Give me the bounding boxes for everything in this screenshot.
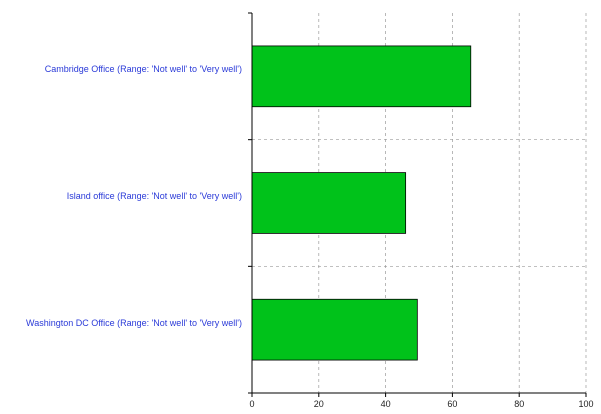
x-tick-label: 80 — [514, 399, 524, 409]
bar — [251, 45, 472, 108]
category-label: Island office (Range: 'Not well' to 'Ver… — [66, 191, 242, 201]
x-tick-label: 20 — [314, 399, 324, 409]
x-axis-ticks: 0 20 40 60 80 100 — [249, 393, 594, 409]
x-tick-label: 40 — [381, 399, 391, 409]
grid-lines — [252, 13, 587, 393]
bar — [251, 172, 407, 234]
x-tick-label: 60 — [447, 399, 457, 409]
category-label: Cambridge Office (Range: 'Not well' to '… — [44, 64, 242, 75]
category-label: Washington DC Office (Range: 'Not well' … — [26, 317, 242, 328]
bars — [251, 45, 472, 361]
bar — [251, 298, 418, 361]
axes — [248, 12, 586, 394]
x-tick-label: 0 — [249, 399, 254, 409]
x-tick-label: 100 — [578, 399, 593, 409]
